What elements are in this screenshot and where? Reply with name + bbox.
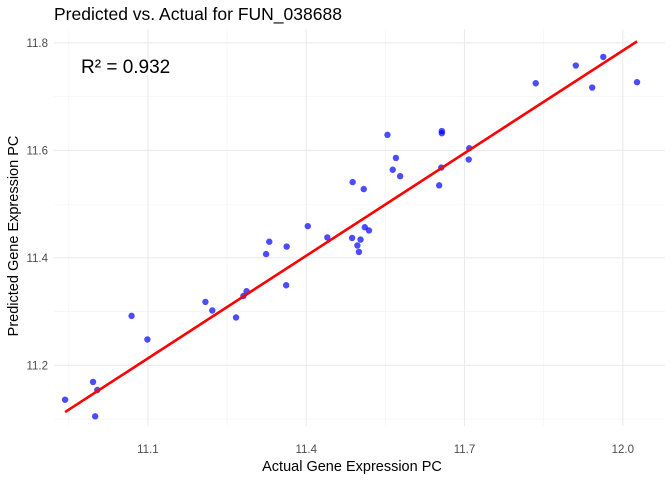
data-point	[365, 227, 373, 234]
data-point	[389, 166, 396, 173]
y-tick-label: 11.8	[26, 38, 48, 50]
data-point	[324, 234, 331, 241]
minor-gridlines	[54, 29, 665, 426]
fit-line-group	[64, 40, 638, 414]
x-tick-label: 11.7	[454, 444, 476, 456]
data-point	[348, 234, 356, 242]
data-point	[128, 312, 135, 320]
data-point	[282, 282, 290, 289]
data-point	[384, 131, 391, 139]
x-tick-labels: 11.1 11.4 11.7 12.0	[137, 444, 634, 456]
data-point	[465, 156, 472, 163]
y-tick-labels: 11.2 11.4 11.6 11.8	[26, 38, 48, 372]
data-point	[588, 84, 596, 91]
data-point	[354, 242, 361, 249]
x-tick-label: 11.1	[137, 444, 159, 456]
data-point	[392, 154, 400, 162]
data-point	[360, 185, 367, 193]
data-point	[266, 238, 273, 245]
x-tick-label: 11.4	[295, 444, 317, 456]
data-point	[202, 298, 209, 306]
y-tick-label: 11.6	[26, 145, 48, 157]
data-point	[532, 80, 539, 87]
data-point	[572, 62, 580, 69]
data-point	[304, 222, 311, 230]
data-point	[396, 172, 404, 180]
data-point	[435, 182, 443, 189]
data-point	[349, 178, 356, 186]
x-tick-label: 12.0	[612, 444, 634, 456]
data-point	[144, 336, 151, 343]
data-point	[355, 248, 363, 256]
x-axis-label: Actual Gene Expression PC	[262, 459, 442, 475]
data-point	[91, 413, 99, 420]
chart-title: Predicted vs. Actual for FUN_038688	[54, 4, 342, 25]
data-point	[600, 53, 607, 61]
data-point	[89, 378, 97, 386]
data-point	[209, 307, 216, 314]
y-axis-label: Predicted Gene Expression PC	[6, 136, 22, 337]
fit-line	[64, 40, 638, 414]
data-point	[283, 243, 290, 250]
data-point	[232, 314, 240, 321]
data-point	[633, 78, 641, 86]
data-point	[357, 236, 364, 243]
data-points	[61, 53, 641, 420]
data-point	[61, 396, 69, 403]
data-point	[438, 127, 446, 135]
r-squared-annotation: R² = 0.932	[81, 57, 170, 78]
y-tick-label: 11.2	[26, 360, 48, 372]
y-tick-label: 11.4	[26, 253, 48, 265]
data-point	[262, 250, 270, 258]
